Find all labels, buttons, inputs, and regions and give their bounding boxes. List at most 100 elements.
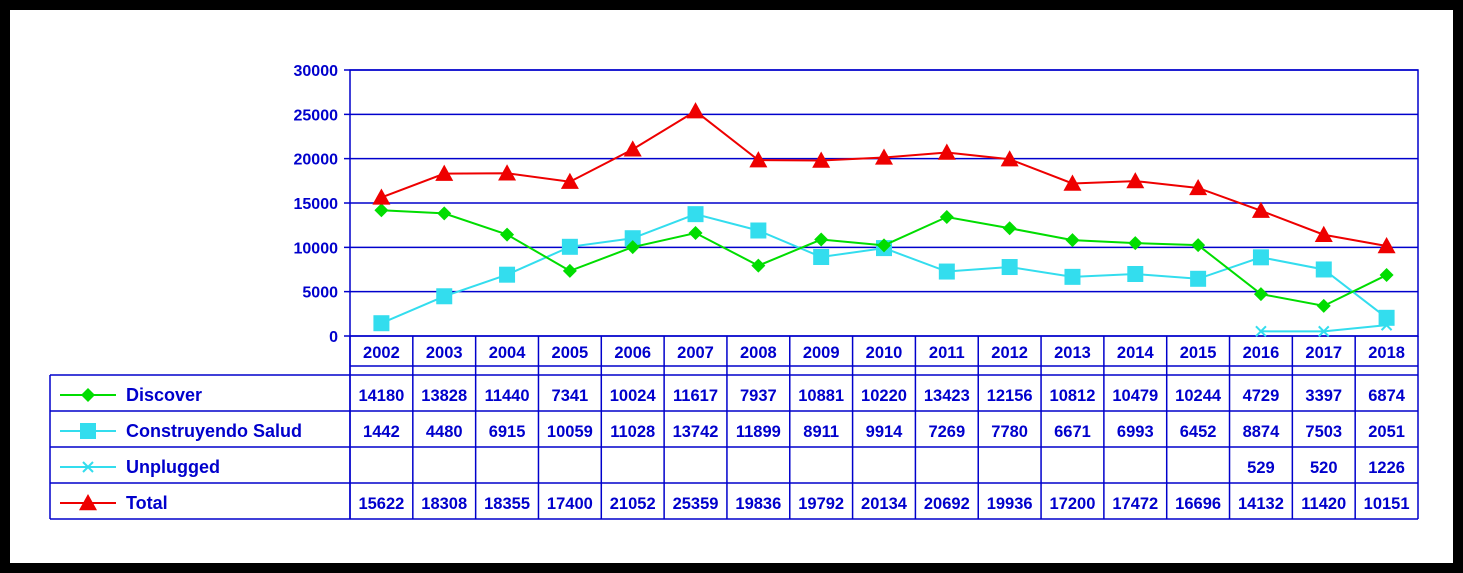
chart-frame: 0 5000 10000 15000 20000 25000 30000 2002 2003 20… bbox=[10, 10, 1453, 563]
table-cell-value: 14180 bbox=[358, 387, 404, 405]
table-cell-value: 18355 bbox=[484, 495, 530, 513]
data-point bbox=[373, 315, 390, 332]
data-point bbox=[812, 151, 831, 168]
table-cell-value: 17472 bbox=[1112, 495, 1158, 513]
table-cell-value: 10479 bbox=[1112, 387, 1158, 405]
table-cell-value: 9914 bbox=[866, 423, 904, 441]
data-point bbox=[1253, 287, 1268, 302]
x-tick-label: 2013 bbox=[1054, 344, 1091, 362]
data-point bbox=[1318, 325, 1330, 338]
data-point bbox=[1314, 225, 1333, 242]
table-cell-value: 10220 bbox=[861, 387, 907, 405]
data-point bbox=[561, 238, 578, 255]
table-cell-value: 4729 bbox=[1243, 387, 1280, 405]
data-point bbox=[1379, 268, 1394, 283]
data-point bbox=[1000, 150, 1019, 167]
data-point bbox=[500, 227, 515, 242]
table-cell-value: 8911 bbox=[803, 423, 839, 441]
table-cell-value: 19836 bbox=[735, 495, 781, 513]
data-point bbox=[875, 148, 893, 165]
data-point bbox=[877, 238, 891, 253]
y-tick-label: 5000 bbox=[302, 285, 338, 302]
x-tick-label: 2017 bbox=[1305, 344, 1342, 362]
table-cell-value: 11028 bbox=[610, 423, 655, 441]
data-point bbox=[436, 288, 453, 305]
y-tick-label: 10000 bbox=[294, 240, 339, 257]
data-point bbox=[625, 240, 640, 255]
x-tick-label: 2015 bbox=[1180, 344, 1217, 362]
data-point bbox=[1377, 236, 1396, 254]
x-tick-label: 2005 bbox=[552, 344, 589, 362]
y-tick-label: 0 bbox=[329, 329, 338, 346]
series-line-total bbox=[381, 109, 1387, 247]
legend-key-marker bbox=[82, 461, 94, 473]
data-point bbox=[1315, 261, 1332, 278]
data-point bbox=[750, 222, 767, 239]
table-cell-value: 7341 bbox=[552, 387, 589, 405]
table-cell-value: 10024 bbox=[610, 387, 657, 405]
legend-key-marker bbox=[81, 388, 95, 402]
x-tick-label: 2004 bbox=[489, 344, 527, 362]
data-point bbox=[437, 206, 452, 221]
y-tick-label: 30000 bbox=[294, 63, 339, 80]
table-cell-value: 20692 bbox=[924, 495, 970, 513]
data-point bbox=[686, 102, 705, 119]
data-point bbox=[1189, 178, 1208, 196]
x-tick-label: 2010 bbox=[866, 344, 903, 362]
table-cell-value: 6915 bbox=[489, 423, 526, 441]
table-cell-value: 1226 bbox=[1368, 459, 1405, 477]
table-cell-value: 6452 bbox=[1180, 423, 1217, 441]
table-cell-value: 10881 bbox=[798, 387, 844, 405]
table-cell-value: 13423 bbox=[924, 387, 970, 405]
legend-entry: Unplugged bbox=[126, 457, 220, 477]
legend-key-marker bbox=[80, 423, 96, 439]
data-point bbox=[937, 143, 956, 160]
data-point bbox=[1378, 309, 1395, 326]
legend-entry: Discover bbox=[126, 385, 202, 405]
x-tick-label: 2012 bbox=[991, 344, 1028, 362]
table-cell-value: 11420 bbox=[1301, 495, 1346, 513]
legend-entry: Construyendo Salud bbox=[126, 421, 302, 441]
table-cell-value: 20134 bbox=[861, 495, 908, 513]
table-cell-value: 1442 bbox=[363, 423, 400, 441]
data-point bbox=[498, 164, 517, 181]
legend-entry: Total bbox=[126, 493, 168, 513]
table-cell-value: 7269 bbox=[928, 423, 965, 441]
data-point bbox=[562, 263, 577, 278]
table-cell-value: 19936 bbox=[987, 495, 1033, 513]
table-cell-value: 25359 bbox=[673, 495, 719, 513]
table-cell-value: 529 bbox=[1247, 459, 1275, 477]
table-cell-value: 21052 bbox=[610, 495, 656, 513]
table-cell-value: 8874 bbox=[1243, 423, 1281, 441]
data-point bbox=[1252, 249, 1269, 266]
data-point bbox=[938, 263, 955, 280]
data-point bbox=[499, 266, 516, 283]
data-point bbox=[623, 140, 642, 157]
data-point bbox=[814, 232, 829, 247]
data-point bbox=[1065, 233, 1080, 248]
data-point bbox=[1127, 265, 1144, 282]
table-cell-value: 6671 bbox=[1054, 423, 1091, 441]
data-point bbox=[1380, 319, 1393, 331]
table-cell-value: 13828 bbox=[421, 387, 467, 405]
data-point bbox=[1063, 174, 1082, 191]
x-tick-label: 2011 bbox=[929, 344, 965, 362]
table-cell-value: 6874 bbox=[1368, 387, 1406, 405]
table-cell-value: 520 bbox=[1310, 459, 1338, 477]
table-cell-value: 17200 bbox=[1050, 495, 1096, 513]
data-point bbox=[1002, 221, 1017, 236]
table-cell-value: 10812 bbox=[1050, 387, 1096, 405]
x-tick-label: 2016 bbox=[1243, 344, 1280, 362]
table-cell-value: 11440 bbox=[485, 387, 530, 405]
line-chart: 0 5000 10000 15000 20000 25000 30000 2002 2003 20… bbox=[49, 63, 1419, 520]
data-point bbox=[939, 209, 954, 224]
data-point bbox=[372, 188, 391, 205]
x-tick-label: 2008 bbox=[740, 344, 777, 362]
table-cell-value: 6993 bbox=[1117, 423, 1154, 441]
table-cell-value: 19792 bbox=[798, 495, 844, 513]
data-point bbox=[624, 230, 641, 247]
data-point bbox=[1316, 298, 1331, 313]
y-tick-label: 15000 bbox=[294, 196, 339, 213]
x-tick-label: 2018 bbox=[1368, 344, 1405, 362]
data-point bbox=[688, 225, 703, 240]
